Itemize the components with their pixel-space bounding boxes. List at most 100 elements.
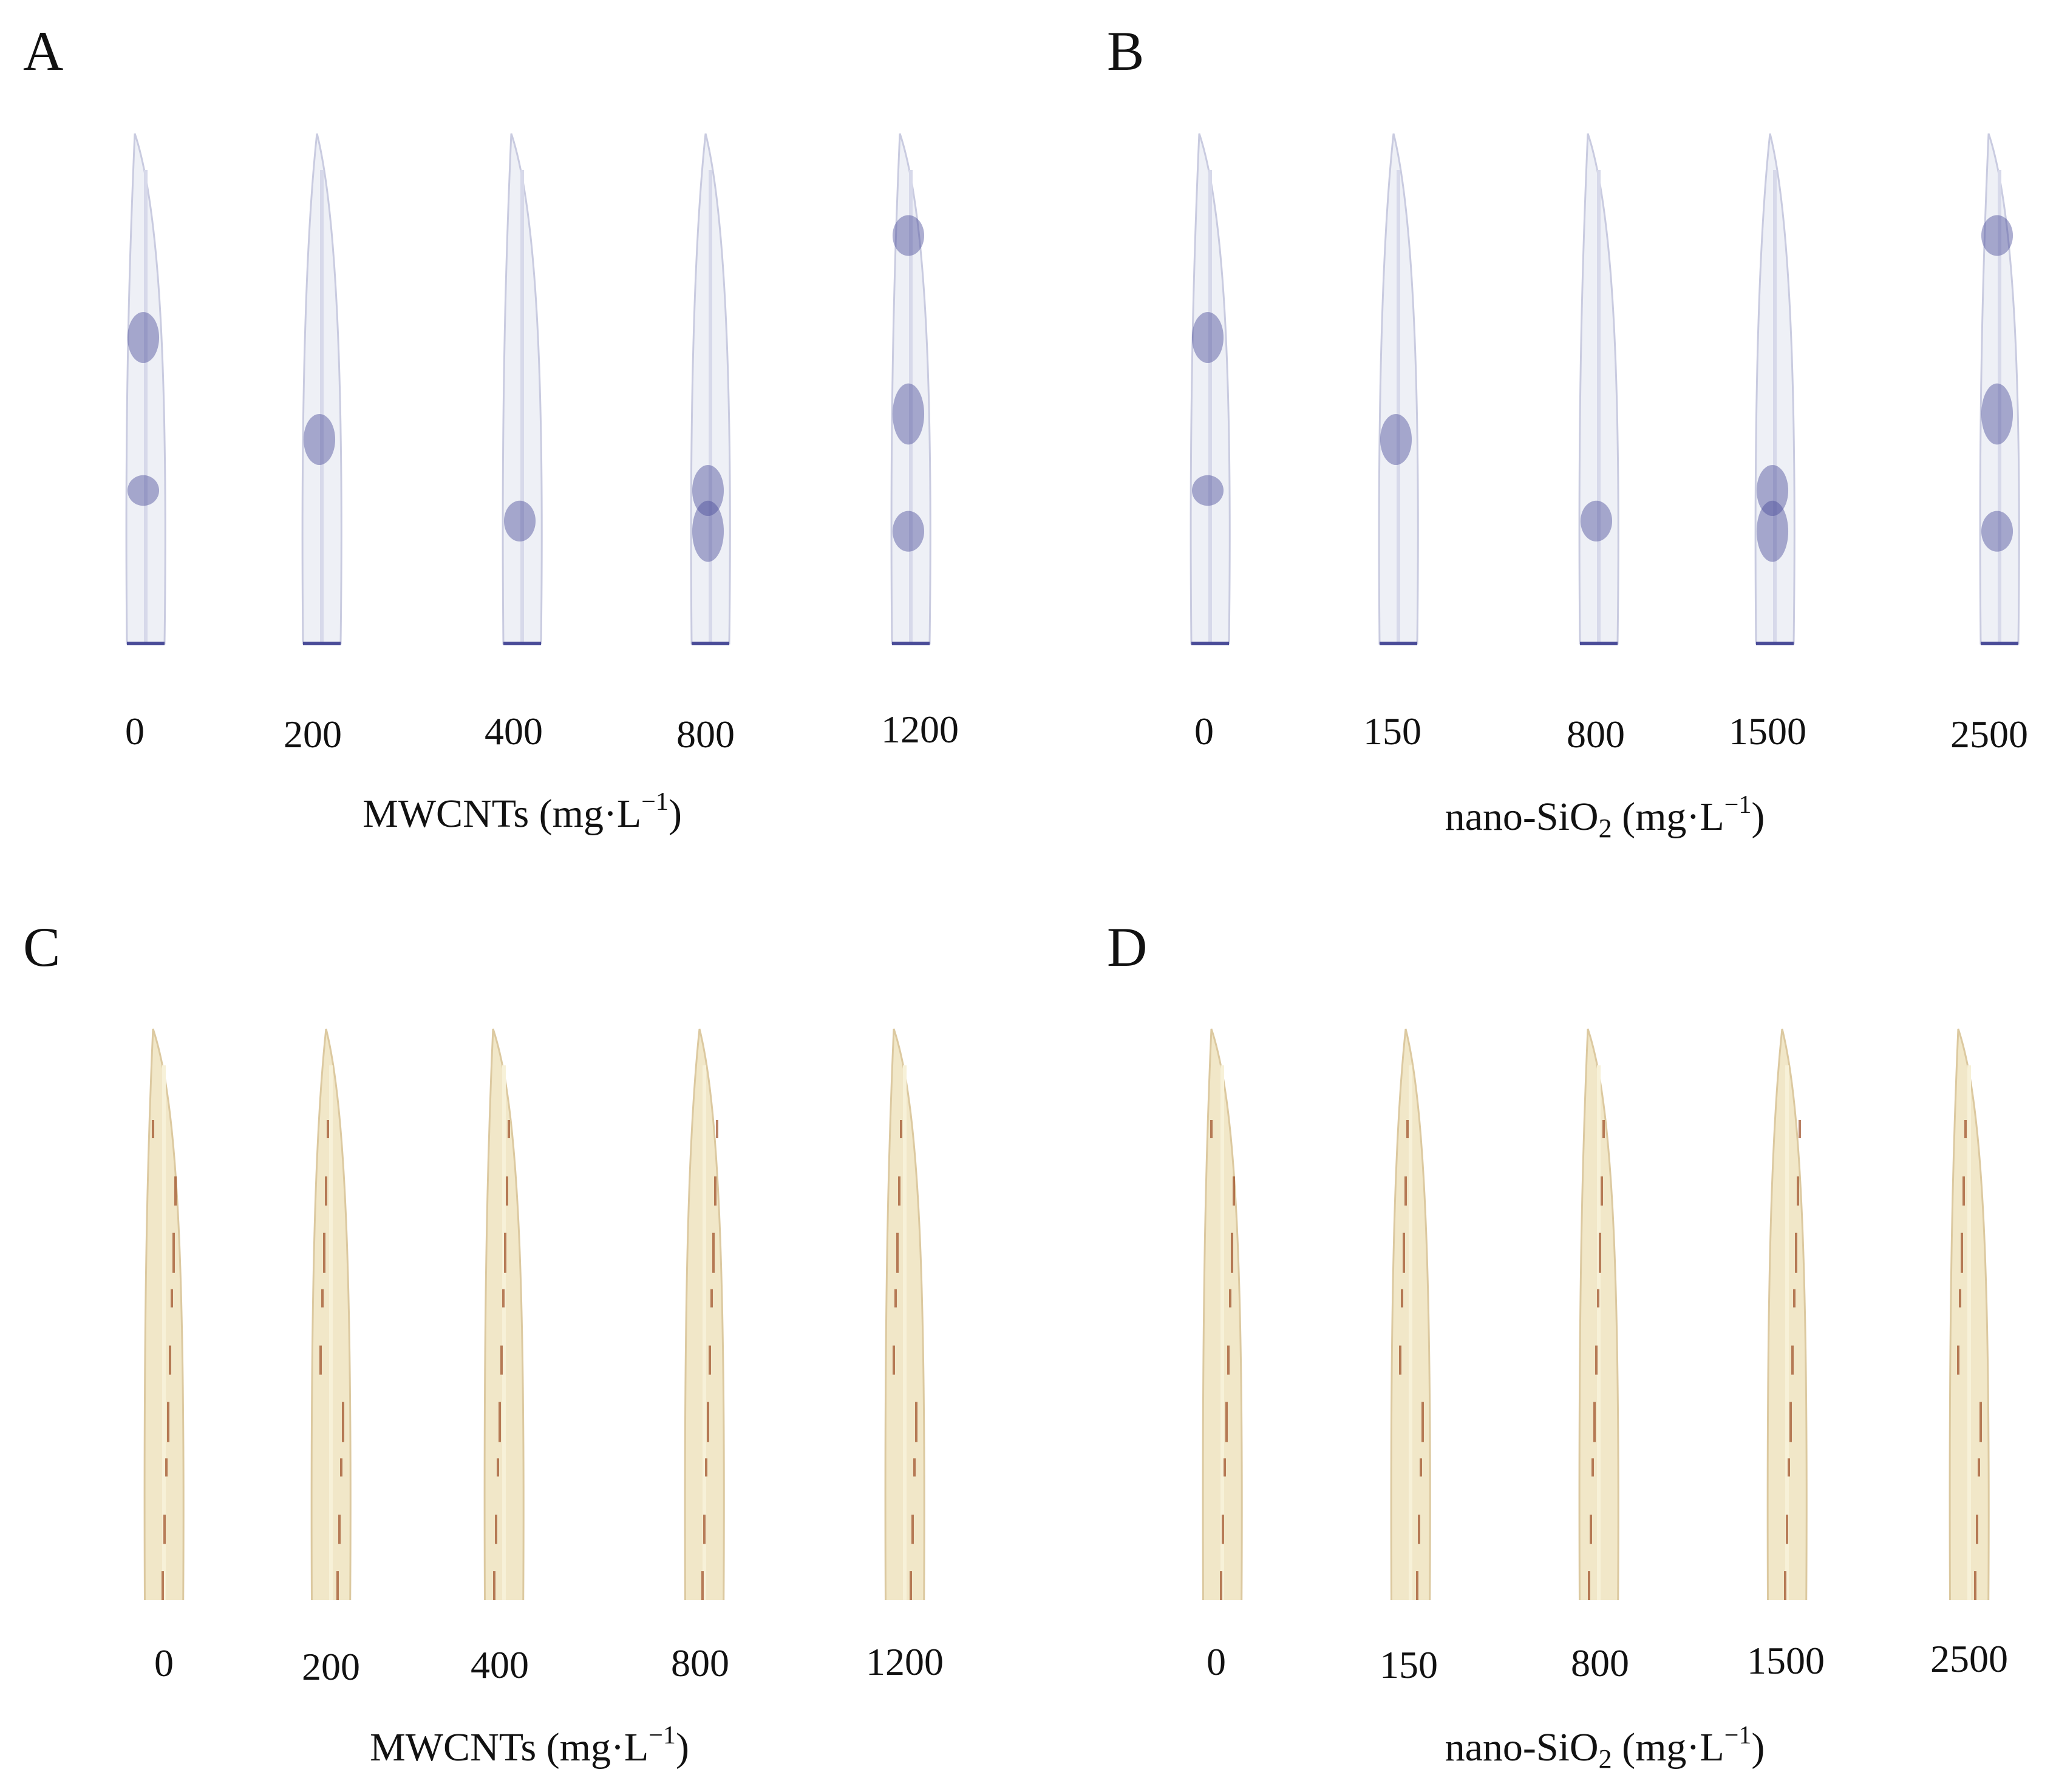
stain-streak: [336, 1571, 339, 1600]
stain-streak: [1978, 1458, 1980, 1477]
stain-streak: [1421, 1402, 1424, 1442]
leaf: [1949, 1028, 1990, 1600]
stain-streak: [338, 1515, 341, 1544]
stain-streak: [1404, 1176, 1407, 1206]
stain-streak: [709, 1345, 711, 1375]
leaf: [1766, 1028, 1808, 1600]
stain-streak: [1416, 1571, 1418, 1600]
stain-streak: [1797, 1176, 1799, 1206]
stain-streak: [1595, 1345, 1598, 1375]
stain-streak: [174, 1176, 177, 1206]
stain-patch: [1580, 500, 1613, 542]
panel-b: B 0 150 800 1500 2500 nano-SiO2 (mg·L−1): [1028, 0, 2056, 896]
stain-patch: [127, 312, 160, 363]
stain-patch: [892, 383, 925, 445]
tick-label: 800: [1571, 1641, 1629, 1685]
stain-streak: [1799, 1120, 1801, 1138]
stain-streak: [703, 1515, 706, 1544]
stain-patch: [303, 414, 336, 465]
stain-streak: [701, 1571, 704, 1600]
stain-patch: [892, 511, 925, 552]
stain-patch: [692, 500, 724, 562]
stain-patch: [127, 475, 160, 506]
stain-streak: [162, 1571, 164, 1600]
tick-label: 200: [284, 713, 342, 756]
stain-streak: [493, 1571, 495, 1600]
tick-label: 150: [1363, 710, 1421, 753]
stain-patch: [1981, 511, 2013, 552]
stain-streak: [321, 1289, 324, 1308]
panel-c: C 0 200 400 800 1200 MWCNTs (mg·L−1): [0, 896, 1028, 1792]
stain-patch: [1981, 215, 2013, 256]
stain-patch: [892, 215, 925, 256]
tick-label: 0: [1194, 710, 1214, 753]
tick-label: 1500: [1729, 710, 1806, 753]
stain-streak: [504, 1232, 506, 1273]
stain-streak: [900, 1120, 902, 1138]
axis-label-sup: −1: [641, 788, 669, 816]
stain-streak: [910, 1571, 912, 1600]
stain-streak: [1231, 1232, 1233, 1273]
axis-label-tail: (mg·L: [1612, 795, 1724, 839]
stain-streak: [1229, 1289, 1231, 1308]
stain-streak: [325, 1176, 327, 1206]
stain-streak: [319, 1345, 322, 1375]
leaf: [1979, 133, 2020, 645]
leaf: [502, 133, 543, 645]
stain-streak: [1601, 1176, 1603, 1206]
stain-streak: [1418, 1515, 1420, 1544]
stain-patch: [1756, 465, 1789, 516]
leaf-strip: [0, 97, 1028, 704]
tick-label: 800: [676, 713, 735, 756]
stain-streak: [499, 1402, 501, 1442]
stain-streak: [1964, 1120, 1967, 1138]
tick-label: 0: [1207, 1640, 1226, 1683]
tick-label: 800: [671, 1641, 729, 1685]
leaf: [684, 1028, 725, 1600]
leaf-strip-svg: [1202, 1028, 1990, 1600]
axis-label-sup: −1: [1724, 1722, 1752, 1750]
axis-label-tail: (mg·L: [1612, 1725, 1724, 1770]
stain-streak: [705, 1458, 707, 1477]
stain-streak: [1399, 1345, 1401, 1375]
axis-label-tail: ): [668, 792, 682, 836]
stain-streak: [1227, 1345, 1230, 1375]
stain-streak: [1593, 1402, 1596, 1442]
leaf: [310, 1028, 352, 1600]
leaf: [1390, 1028, 1431, 1600]
stain-streak: [1793, 1289, 1796, 1308]
stain-streak: [898, 1176, 900, 1206]
leaf-strip: [1028, 97, 2056, 704]
stain-streak: [894, 1289, 897, 1308]
stain-streak: [506, 1176, 508, 1206]
leaf-strip-svg: [143, 1028, 925, 1600]
tick-label: 200: [302, 1645, 360, 1688]
stain-patch: [692, 465, 724, 516]
stain-patch: [1981, 383, 2013, 445]
leaf: [1202, 1028, 1243, 1600]
stain-streak: [1222, 1515, 1224, 1544]
stain-streak: [1976, 1515, 1978, 1544]
tick-label: 2500: [1930, 1637, 2008, 1680]
x-axis-label: MWCNTs (mg·L−1): [370, 1723, 689, 1768]
stain-streak: [1225, 1402, 1228, 1442]
axis-label-text: nano-SiO: [1445, 1725, 1599, 1770]
stain-streak: [1795, 1232, 1797, 1273]
stain-streak: [893, 1345, 895, 1375]
stain-streak: [710, 1289, 713, 1308]
stain-streak: [1784, 1571, 1786, 1600]
stain-streak: [1401, 1289, 1403, 1308]
leaf: [1190, 133, 1231, 645]
tick-label: 2500: [1950, 713, 2028, 756]
tick-label: 800: [1567, 713, 1625, 756]
stain-streak: [915, 1402, 917, 1442]
stain-streak: [342, 1402, 344, 1442]
tick-label: 150: [1380, 1643, 1438, 1686]
leaf-strip: [0, 993, 1028, 1600]
stain-streak: [1590, 1515, 1592, 1544]
stain-streak: [508, 1120, 510, 1138]
stain-streak: [714, 1176, 717, 1206]
tick-label: 1200: [866, 1640, 944, 1683]
x-axis-label: MWCNTs (mg·L−1): [363, 789, 682, 834]
stain-streak: [172, 1232, 175, 1273]
